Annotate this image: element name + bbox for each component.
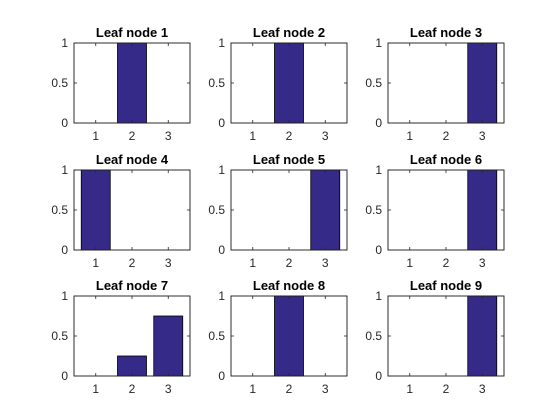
subplot-title: Leaf node 4 — [96, 152, 169, 167]
bar-3 — [467, 42, 498, 124]
subplot-7: 1 2 3 0 0.5 1 Leaf node 7 — [51, 278, 191, 396]
bar-2 — [274, 42, 304, 124]
y-tick-label: 1 — [61, 36, 68, 50]
x-tick-label: 3 — [322, 382, 329, 396]
y-tick-label: 0.5 — [208, 329, 225, 343]
x-tick-label: 1 — [92, 256, 99, 270]
subplot-5: 1 2 3 0 0.5 1 Leaf node 5 — [208, 152, 348, 270]
y-tick-label: 1 — [375, 163, 382, 177]
y-tick-label: 0 — [61, 369, 68, 383]
y-tick-label: 0.5 — [365, 76, 382, 90]
y-tick-label: 0 — [375, 369, 382, 383]
y-tick-label: 0.5 — [208, 203, 225, 217]
y-tick-label: 0 — [218, 116, 225, 130]
x-tick-label: 1 — [406, 256, 413, 270]
x-tick-label: 3 — [322, 129, 329, 143]
subplot-title: Leaf node 1 — [96, 25, 168, 40]
x-tick-label: 1 — [249, 256, 256, 270]
bar-2 — [117, 42, 147, 124]
subplot-title: Leaf node 3 — [410, 25, 482, 40]
bar-1 — [80, 169, 111, 251]
x-tick-label: 1 — [406, 129, 413, 143]
subplot-title: Leaf node 2 — [253, 25, 325, 40]
y-tick-label: 0.5 — [208, 76, 225, 90]
x-tick-label: 1 — [92, 129, 99, 143]
subplot-6: 1 2 3 0 0.5 1 Leaf node 6 — [365, 152, 505, 270]
x-tick-label: 2 — [443, 129, 450, 143]
x-tick-label: 2 — [286, 129, 293, 143]
subplot-4: 1 2 3 0 0.5 1 Leaf node 4 — [51, 152, 191, 270]
subplot-8: 1 2 3 0 0.5 1 Leaf node 8 — [208, 278, 348, 396]
subplot-title: Leaf node 7 — [96, 278, 168, 293]
x-tick-label: 2 — [129, 129, 136, 143]
x-tick-label: 2 — [286, 382, 293, 396]
x-tick-label: 3 — [165, 129, 172, 143]
y-tick-label: 0 — [218, 243, 225, 257]
x-tick-label: 3 — [479, 256, 486, 270]
y-tick-label: 1 — [375, 289, 382, 303]
y-tick-label: 1 — [218, 36, 225, 50]
bar-3 — [467, 295, 498, 377]
y-tick-label: 0 — [375, 243, 382, 257]
y-tick-label: 0.5 — [51, 329, 68, 343]
x-tick-label: 1 — [92, 382, 99, 396]
y-tick-label: 0 — [375, 116, 382, 130]
x-tick-label: 1 — [249, 129, 256, 143]
x-tick-label: 1 — [406, 382, 413, 396]
y-tick-label: 1 — [218, 289, 225, 303]
subplot-title: Leaf node 9 — [410, 278, 482, 293]
y-tick-label: 0 — [61, 243, 68, 257]
x-tick-label: 3 — [322, 256, 329, 270]
y-tick-label: 0.5 — [365, 329, 382, 343]
x-tick-label: 3 — [165, 382, 172, 396]
x-tick-label: 3 — [165, 256, 172, 270]
x-tick-label: 2 — [443, 382, 450, 396]
y-tick-label: 0.5 — [365, 203, 382, 217]
y-tick-label: 1 — [375, 36, 382, 50]
subplot-2: 1 2 3 0 0.5 1 Leaf node 2 — [208, 25, 348, 143]
x-tick-label: 1 — [249, 382, 256, 396]
subplot-9: 1 2 3 0 0.5 1 Leaf node 9 — [365, 278, 505, 396]
x-tick-label: 3 — [479, 382, 486, 396]
y-tick-label: 0.5 — [51, 203, 68, 217]
x-tick-label: 3 — [479, 129, 486, 143]
x-tick-label: 2 — [286, 256, 293, 270]
subplot-title: Leaf node 8 — [253, 278, 325, 293]
bar-3 — [310, 169, 341, 251]
bar-2 — [274, 295, 304, 377]
y-tick-label: 0.5 — [51, 76, 68, 90]
y-tick-label: 1 — [218, 163, 225, 177]
subplot-title: Leaf node 5 — [253, 152, 325, 167]
y-tick-label: 0 — [61, 116, 68, 130]
y-tick-label: 1 — [61, 163, 68, 177]
bar-3 — [153, 315, 184, 377]
subplot-3: 1 2 3 0 0.5 1 Leaf node 3 — [365, 25, 505, 143]
x-tick-label: 2 — [129, 382, 136, 396]
y-tick-label: 1 — [61, 289, 68, 303]
y-tick-label: 0 — [218, 369, 225, 383]
subplot-1: 1 2 3 0 0.5 1 Leaf node 1 — [51, 25, 191, 143]
x-tick-label: 2 — [443, 256, 450, 270]
subplot-title: Leaf node 6 — [410, 152, 482, 167]
x-tick-label: 2 — [129, 256, 136, 270]
bar-3 — [467, 169, 498, 251]
